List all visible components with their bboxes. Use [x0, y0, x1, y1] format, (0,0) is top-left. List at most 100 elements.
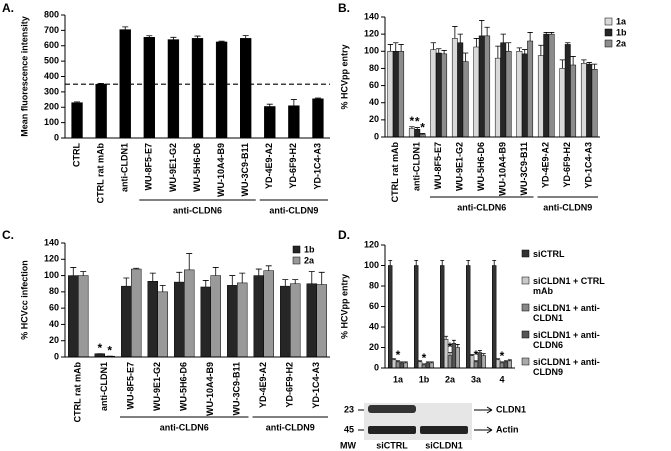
bar: [440, 265, 445, 369]
error-bar: [444, 335, 449, 340]
bar: [263, 270, 274, 358]
y-tick-label: 100: [364, 260, 379, 270]
legend-label: siCLDN1 + CTRL mAb: [533, 276, 605, 296]
error-bar: [290, 99, 297, 106]
bar: [564, 44, 571, 138]
mw-marker: 45: [344, 424, 354, 434]
error-bar: [470, 354, 475, 356]
bar: [521, 53, 528, 138]
y-tick-label: 80: [369, 280, 379, 290]
y-tick-label: 0: [374, 131, 379, 141]
error-bar: [70, 267, 77, 276]
error-bar: [586, 62, 592, 65]
error-bar: [441, 50, 447, 54]
error-bar: [123, 277, 130, 287]
x-tick-label: CTRL rat mAb: [73, 362, 83, 423]
error-bar: [403, 361, 408, 363]
error-bar: [392, 358, 397, 360]
error-bar: [473, 38, 480, 47]
error-bar: [440, 259, 445, 266]
error-bar: [393, 42, 399, 52]
y-tick-label: 40: [49, 319, 59, 329]
error-bar: [282, 279, 289, 287]
x-tick-label: YD-6F9-H2: [285, 362, 295, 408]
panel-label: A.: [2, 1, 14, 15]
arrow: [474, 426, 493, 434]
error-bar: [314, 97, 321, 99]
legend-label: siCLDN1 + anti-CLDN1: [533, 303, 600, 323]
bar: [477, 352, 483, 369]
panel-label: D.: [338, 228, 350, 242]
bar: [387, 51, 394, 138]
error-bar: [318, 271, 325, 285]
error-bar: [399, 361, 404, 363]
significance-mark: *: [420, 121, 425, 135]
x-tick-label: 3a: [471, 374, 482, 384]
bar: [586, 63, 593, 138]
error-bar: [414, 259, 419, 266]
legend-swatch: [521, 249, 530, 258]
y-tick-label: 60: [369, 80, 379, 90]
bar: [227, 285, 238, 358]
y-tick-label: 120: [364, 29, 379, 39]
error-bar: [409, 126, 415, 129]
error-bar: [422, 363, 426, 365]
bar: [494, 57, 501, 138]
bar: [429, 362, 435, 369]
error-bar: [457, 33, 463, 43]
blot-band: [368, 405, 416, 413]
error-bar: [451, 339, 456, 344]
bar: [499, 362, 505, 369]
legend-swatch: [521, 357, 530, 366]
bar: [306, 283, 317, 358]
x-tick-label: 1b: [419, 374, 430, 384]
error-bar: [202, 280, 209, 287]
x-tick-label: CTRL: [71, 143, 81, 167]
bar: [78, 275, 89, 358]
bar: [484, 35, 491, 138]
error-bar: [414, 127, 420, 130]
mw-marker: 23: [344, 404, 354, 414]
error-bar: [122, 26, 129, 30]
group-label: anti-CLDN9: [543, 202, 592, 212]
error-bar: [387, 44, 394, 52]
blot-band: [368, 426, 416, 434]
error-bar: [591, 63, 598, 70]
y-axis-label: Mean fluorescence intensity: [19, 16, 29, 137]
error-bar: [396, 360, 400, 362]
bar: [462, 61, 469, 138]
bar: [500, 42, 507, 138]
y-axis-label: % HCVcc infection: [19, 260, 29, 340]
y-tick-label: 200: [44, 102, 59, 112]
error-bar: [516, 47, 523, 52]
legend-swatch: [521, 276, 530, 285]
legend-swatch: [604, 17, 613, 26]
error-bar: [218, 40, 225, 42]
legend-entry: siCTRL: [533, 249, 565, 259]
error-bar: [74, 101, 81, 103]
bar: [505, 51, 512, 138]
x-tick-label: WU-3C9-B11: [519, 142, 529, 196]
error-bar: [522, 49, 528, 54]
significance-mark: *: [500, 349, 505, 363]
bar: [131, 268, 142, 358]
bar: [395, 361, 401, 369]
legend-entry: siCLDN1 + CTRL mAb: [533, 276, 605, 296]
legend-label: 2a: [616, 38, 627, 48]
y-tick-label: 0: [54, 132, 59, 142]
error-bar: [495, 45, 501, 59]
x-tick-label: 4: [499, 374, 504, 384]
y-tick-label: 500: [44, 56, 59, 66]
significance-mark: *: [107, 343, 112, 357]
x-tick-label: YD-1C4-A3: [584, 142, 594, 189]
bar: [312, 98, 324, 139]
bar: [492, 265, 497, 369]
panel-label: B.: [338, 1, 350, 15]
x-tick-label: WU-9E1-G2: [152, 362, 162, 411]
x-tick-label: YD-4E9-A2: [258, 362, 268, 408]
x-tick-label: 2a: [445, 374, 456, 384]
group-label: anti-CLDN6: [173, 205, 222, 215]
legend-swatch: [292, 245, 301, 254]
legend-label: siCLDN1 + anti-CLDN9: [533, 357, 600, 377]
